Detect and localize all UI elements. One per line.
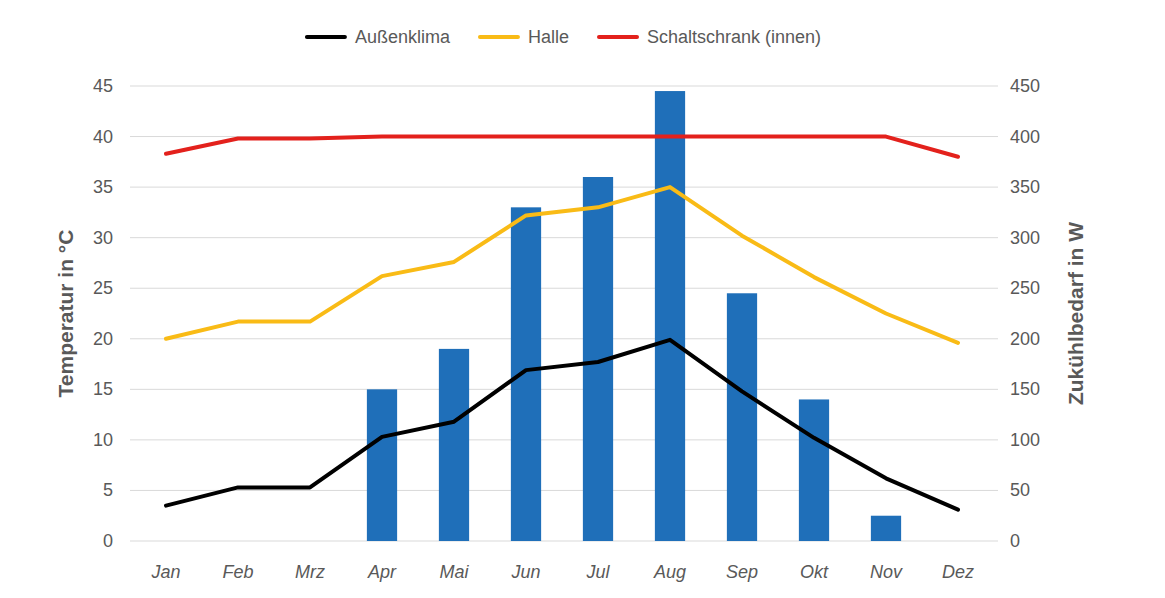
y2-tick [994,237,998,238]
y-tick-label: 0 [103,531,113,551]
y2-tick-label: 0 [1010,531,1020,551]
x-tick-label: Jan [150,562,180,582]
chart: 0510152025303540450501001502002503003504… [0,0,1165,598]
bar [295,541,325,542]
y2-tick [994,439,998,440]
legend-label: Außenklima [355,27,451,47]
grid-line [130,86,994,87]
grid-line [130,541,994,542]
y2-axis-title: Zukühlbedarf in W [1064,222,1087,405]
grid-line [130,187,994,188]
y2-tick [994,389,998,390]
y-tick-label: 35 [93,177,113,197]
x-tick-label: Nov [870,562,903,582]
x-tick-label: Feb [222,562,253,582]
y2-tick [994,288,998,289]
x-tick-label: Apr [367,562,397,582]
grid-line [130,288,994,289]
bar [799,399,829,541]
y-tick-label: 20 [93,329,113,349]
y2-tick [994,136,998,137]
bar [223,541,253,542]
y2-tick-label: 450 [1010,76,1040,96]
y2-tick-label: 200 [1010,329,1040,349]
y2-tick-label: 350 [1010,177,1040,197]
line [166,137,958,157]
y2-tick-label: 400 [1010,127,1040,147]
y2-tick-label: 100 [1010,430,1040,450]
x-tick-label: Okt [800,562,829,582]
line [166,187,958,343]
y2-tick-label: 150 [1010,379,1040,399]
y2-tick [994,187,998,188]
bar [511,207,541,541]
bar [367,389,397,541]
grid-line [130,490,994,491]
y-tick-label: 25 [93,278,113,298]
grid-line [130,338,994,339]
y-tick-label: 30 [93,228,113,248]
bar [655,91,685,541]
y2-tick-label: 50 [1010,480,1030,500]
x-tick-label: Jul [585,562,610,582]
y-tick-label: 45 [93,76,113,96]
legend: Außenklima Halle Schaltschrank (innen) [307,27,821,47]
x-tick-label: Jun [510,562,540,582]
y-axis-title: Temperatur in °C [54,230,77,398]
y-tick-label: 15 [93,379,113,399]
x-tick-label: Mai [439,562,469,582]
y2-tick [994,86,998,87]
x-tick-label: Aug [653,562,686,582]
legend-swatch [599,35,637,39]
y-tick-label: 5 [103,480,113,500]
y2-tick [994,490,998,491]
x-tick-label: Mrz [295,562,325,582]
grid-line [130,237,994,238]
bar [727,293,757,541]
grid-line [130,389,994,390]
y2-tick-label: 300 [1010,228,1040,248]
bar [439,349,469,541]
plot-area [166,91,958,541]
grid-line [130,439,994,440]
y2-tick [994,338,998,339]
legend-swatch [480,35,518,39]
legend-label: Schaltschrank (innen) [647,27,821,47]
bar [151,541,181,542]
line [166,340,958,510]
legend-label: Halle [528,27,569,47]
y-tick-label: 40 [93,127,113,147]
legend-swatch [307,35,345,39]
y-tick-label: 10 [93,430,113,450]
y2-tick-label: 250 [1010,278,1040,298]
x-tick-label: Sep [726,562,758,582]
bar [943,541,973,542]
x-tick-label: Dez [942,562,974,582]
y2-tick [994,541,998,542]
bar [871,516,901,541]
